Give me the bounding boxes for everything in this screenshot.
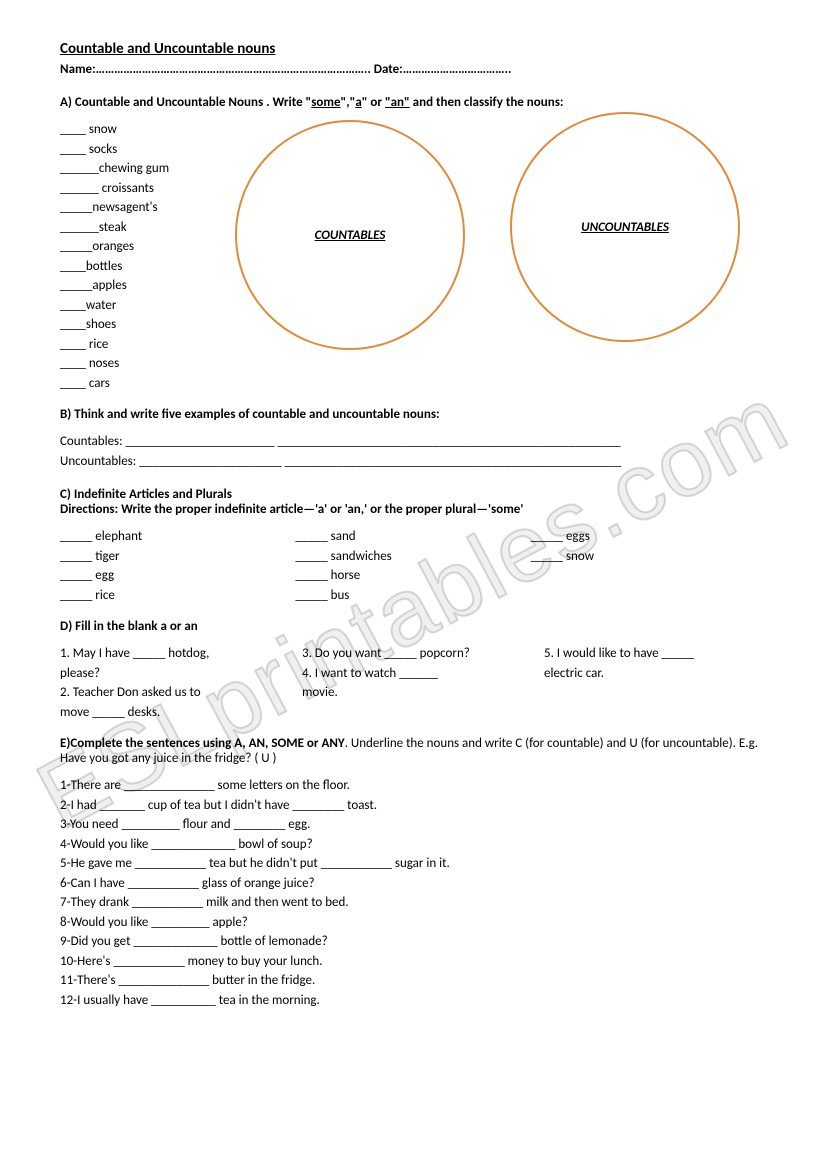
uncountables-label: UNCOUNTABLES [581, 220, 669, 235]
blank-item: please? [60, 664, 282, 684]
section-d-columns: 1. May I have _____ hotdog,please?2. Tea… [60, 644, 766, 722]
word-item: ____ rice [60, 335, 766, 355]
blank-item: _____ bus [295, 586, 530, 606]
blank-item: _____ egg [60, 566, 295, 586]
blank-item: 4. I want to watch ______ [302, 664, 524, 684]
sentence-item: 11-There's ______________ butter in the … [60, 971, 766, 991]
section-d-header: D) Fill in the blank a or an [60, 619, 766, 634]
section-c-header: C) Indefinite Articles and Plurals Direc… [60, 487, 766, 517]
sentence-item: 1-There are ______________ some letters … [60, 776, 766, 796]
sentence-item: 5-He gave me ___________ tea but he didn… [60, 854, 766, 874]
blank-item: _____ sand [295, 527, 530, 547]
countables-label: COUNTABLES [315, 228, 386, 243]
sentence-item: 2-I had _______ cup of tea but I didn't … [60, 796, 766, 816]
blank-item: _____ eggs [531, 527, 766, 547]
blank-item: movie. [302, 683, 524, 703]
name-date-line: Name:…………………………………………………………………………….. Dat… [60, 62, 766, 77]
section-e-header: E)Complete the sentences using A, AN, SO… [60, 736, 766, 766]
sentence-item: 10-Here's ___________ money to buy your … [60, 952, 766, 972]
countables-line: Countables: _______________________ ____… [60, 432, 766, 452]
sentence-item: 4-Would you like _____________ bowl of s… [60, 835, 766, 855]
sentence-item: 8-Would you like _________ apple? [60, 913, 766, 933]
uncountables-line: Uncountables: ______________________ ___… [60, 452, 766, 472]
section-c-col1: _____ elephant_____ tiger_____ egg_____ … [60, 527, 295, 605]
uncountables-circle: UNCOUNTABLES [510, 112, 740, 342]
blank-item: 5. I would like to have _____ [544, 644, 766, 664]
blank-item: 1. May I have _____ hotdog, [60, 644, 282, 664]
blank-item: _____ sandwiches [295, 547, 530, 567]
document-title: Countable and Uncountable nouns [60, 40, 766, 58]
word-item: ____ cars [60, 374, 766, 394]
sentence-item: 7-They drank ___________ milk and then w… [60, 893, 766, 913]
section-a-content: ____ snow____ socks______chewing gum____… [60, 120, 766, 393]
section-d-col3: 5. I would like to have _____electric ca… [544, 644, 766, 722]
sentence-item: 6-Can I have ___________ glass of orange… [60, 874, 766, 894]
blank-item: _____ rice [60, 586, 295, 606]
blank-item: 2. Teacher Don asked us to [60, 683, 282, 703]
blank-item: _____ tiger [60, 547, 295, 567]
section-c-columns: _____ elephant_____ tiger_____ egg_____ … [60, 527, 766, 605]
section-e-list: 1-There are ______________ some letters … [60, 776, 766, 1010]
section-b-header: B) Think and write five examples of coun… [60, 407, 766, 422]
section-a-header: A) Countable and Uncountable Nouns . Wri… [60, 95, 766, 110]
blank-item: _____ elephant [60, 527, 295, 547]
countables-circle: COUNTABLES [235, 120, 465, 350]
sentence-item: 12-I usually have __________ tea in the … [60, 991, 766, 1011]
sentence-item: 3-You need _________ flour and ________ … [60, 815, 766, 835]
blank-item: _____ horse [295, 566, 530, 586]
section-b-lines: Countables: _______________________ ____… [60, 432, 766, 471]
section-d-col1: 1. May I have _____ hotdog,please?2. Tea… [60, 644, 282, 722]
word-item: ____ noses [60, 354, 766, 374]
blank-item: electric car. [544, 664, 766, 684]
section-c-col2: _____ sand_____ sandwiches_____ horse___… [295, 527, 530, 605]
blank-item: 3. Do you want _____ popcorn? [302, 644, 524, 664]
blank-item: move _____ desks. [60, 703, 282, 723]
section-c-col3: _____ eggs_____ snow [531, 527, 766, 605]
sentence-item: 9-Did you get _____________ bottle of le… [60, 932, 766, 952]
section-d-col2: 3. Do you want _____ popcorn?4. I want t… [302, 644, 524, 722]
blank-item: _____ snow [531, 547, 766, 567]
